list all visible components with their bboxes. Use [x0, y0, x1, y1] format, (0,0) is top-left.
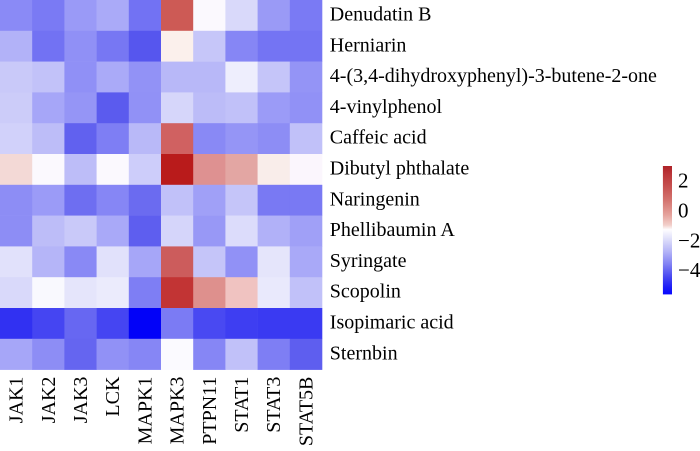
- svg-text:JAK2: JAK2: [38, 377, 60, 424]
- svg-text:STAT5B: STAT5B: [295, 377, 317, 446]
- svg-text:Sternbin: Sternbin: [330, 342, 398, 364]
- svg-text:MAPK1: MAPK1: [134, 377, 156, 445]
- svg-text:−4: −4: [678, 258, 700, 282]
- svg-text:Naringenin: Naringenin: [330, 188, 420, 210]
- svg-text:JAK1: JAK1: [6, 377, 28, 424]
- svg-text:Phellibaumin A: Phellibaumin A: [330, 219, 456, 241]
- svg-text:STAT3: STAT3: [263, 377, 285, 433]
- svg-text:Isopimaric acid: Isopimaric acid: [330, 312, 454, 334]
- svg-text:Syringate: Syringate: [330, 250, 407, 272]
- svg-text:JAK3: JAK3: [70, 377, 92, 424]
- svg-text:LCK: LCK: [102, 376, 124, 417]
- svg-text:Dibutyl phthalate: Dibutyl phthalate: [330, 158, 470, 180]
- svg-text:Herniarin: Herniarin: [330, 34, 407, 56]
- svg-text:Denudatin B: Denudatin B: [330, 4, 432, 26]
- svg-text:4-(3,4-dihydroxyphenyl)-3-bute: 4-(3,4-dihydroxyphenyl)-3-butene-2-one: [330, 65, 657, 87]
- svg-text:0: 0: [678, 199, 689, 223]
- svg-text:PTPN11: PTPN11: [199, 377, 221, 445]
- svg-text:2: 2: [678, 168, 689, 192]
- svg-text:Scopolin: Scopolin: [330, 281, 401, 303]
- svg-text:4-vinylphenol: 4-vinylphenol: [330, 96, 443, 118]
- svg-text:−2: −2: [678, 229, 700, 253]
- svg-text:Caffeic acid: Caffeic acid: [330, 127, 427, 149]
- svg-text:MAPK3: MAPK3: [167, 377, 189, 445]
- svg-text:STAT1: STAT1: [231, 377, 253, 433]
